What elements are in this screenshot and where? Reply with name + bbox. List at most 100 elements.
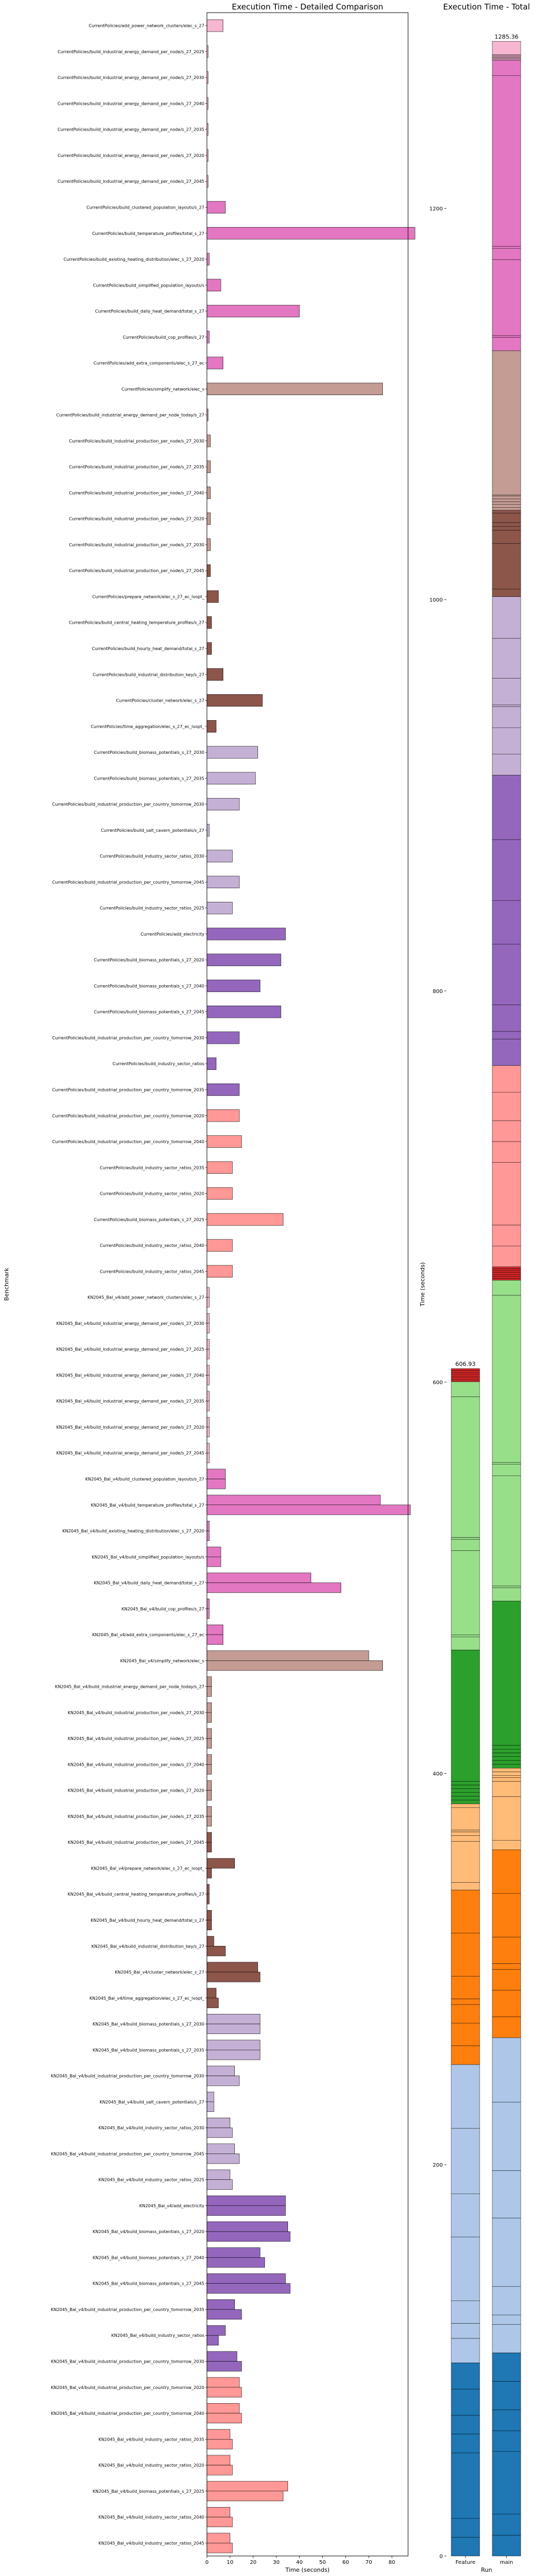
stack-segment [492, 1586, 521, 1588]
y-tick-label: KN2045_Bal_v4/prepare_network/elec_s_27_… [91, 1866, 205, 1871]
bar-feature [206, 1806, 212, 1817]
y-tick-label: CurrentPolicies/build_industrial_energy_… [57, 153, 204, 158]
stack-segment [492, 2430, 521, 2452]
y-tick-label: KN2045_Bal_v4/build_temperature_profiles… [91, 1503, 204, 1508]
stack-segment [492, 1796, 521, 1841]
bar-feature [206, 1572, 311, 1583]
stack-segment [492, 2170, 521, 2218]
bar-feature [206, 1365, 210, 1375]
stack-segment [492, 1781, 521, 1797]
stack-segment [451, 1381, 480, 1397]
y-tick-label: KN2045_Bal_v4/build_industrial_energy_de… [55, 1685, 204, 1689]
bar-feature [206, 953, 281, 966]
bar-feature [206, 2195, 286, 2206]
y-tick-label: CurrentPolicies/time_aggregation/elec_s_… [91, 724, 205, 729]
y-tick-label: 600 [433, 1380, 443, 1386]
bar-main [206, 1349, 210, 1360]
bar-feature [206, 2066, 235, 2076]
stack-segment [451, 1636, 480, 1650]
stack-segment [451, 2046, 480, 2065]
stack-segment [492, 507, 521, 510]
stack-segment [492, 41, 521, 55]
stack-segment [451, 1378, 480, 1380]
bar-feature [206, 746, 258, 759]
stack-segment [492, 1963, 521, 1970]
y-tick-label: KN2045_Bal_v4/build_industry_sector_rati… [98, 2437, 204, 2442]
bar-feature [206, 279, 221, 291]
stack-segment [492, 55, 521, 57]
y-tick-label: CurrentPolicies/build_central_heating_te… [69, 621, 204, 625]
y-tick-label: CurrentPolicies/build_industry_sector_ra… [100, 854, 204, 859]
y-tick-label: CurrentPolicies/build_clustered_populati… [86, 205, 204, 210]
y-tick-label: KN2045_Bal_v4/build_industrial_productio… [68, 1736, 204, 1741]
bar-feature [206, 1443, 210, 1453]
y-tick-label: KN2045_Bal_v4/build_daily_heat_demand/to… [94, 1581, 204, 1586]
y-tick-label: KN2045_Bal_v4/build_biomass_potentials_s… [93, 2022, 204, 2027]
bar-feature [206, 435, 211, 447]
stack-segment [451, 2128, 480, 2194]
stack-segment [492, 510, 521, 514]
bar-feature [206, 1469, 226, 1479]
bar-main [206, 2257, 265, 2268]
stack-segment [492, 1600, 521, 1746]
stack-segment [492, 1768, 521, 1772]
stack-segment [451, 1788, 480, 1793]
y-tick-label: KN2045_Bal_v4/cluster_network/elec_s_27 [115, 1970, 204, 1975]
stack-segment [492, 350, 521, 496]
bar-main [206, 2361, 242, 2372]
y-tick-label: CurrentPolicies/build_industrial_product… [52, 802, 204, 807]
y-tick-label: CurrentPolicies/build_hourly_heat_demand… [92, 646, 205, 651]
bar-feature [206, 720, 216, 733]
stack-segment [451, 1976, 480, 1999]
bar-feature [206, 2144, 235, 2154]
stack-segment [492, 727, 521, 754]
bar-main [206, 1712, 212, 1723]
bar-main [206, 2335, 219, 2346]
bar-main [206, 2179, 233, 2190]
bar-feature [206, 876, 240, 889]
bar-feature [206, 304, 300, 318]
bar-feature [206, 2377, 240, 2388]
bar-main [206, 2309, 242, 2320]
y-tick-label: CurrentPolicies/build_biomass_potentials… [94, 1010, 204, 1015]
stack-segment [492, 596, 521, 639]
x-tick-label: 60 [342, 2560, 349, 2565]
bar-main [206, 1686, 212, 1697]
x-tick-label: 40 [296, 2560, 303, 2565]
x-tick-label: 30 [273, 2560, 280, 2565]
total-value-label: 1285.36 [494, 33, 519, 40]
y-tick-label: CurrentPolicies/simplify_network/elec_s [122, 387, 204, 391]
y-tick-label: CurrentPolicies/build_industrial_product… [69, 517, 204, 522]
stack-segment [451, 1792, 480, 1797]
x-tick-label: 10 [227, 2560, 234, 2565]
y-tick-label: CurrentPolicies/build_industrial_product… [69, 543, 204, 547]
bar-main [206, 1297, 210, 1307]
bar-feature [206, 2403, 240, 2414]
stack-segment [492, 1295, 521, 1463]
y-axis-label: Benchmark [3, 1267, 10, 1301]
plot-frame [206, 12, 409, 2557]
bar-feature [206, 850, 233, 862]
stack-segment [451, 1370, 480, 1373]
stack-segment [492, 1775, 521, 1778]
bar-main [206, 1972, 261, 1982]
bar-feature [206, 1754, 212, 1765]
bar-main [206, 2205, 286, 2216]
bar-feature [206, 2273, 286, 2284]
stack-segment [451, 1796, 480, 1801]
y-tick-label: KN2045_Bal_v4/build_existing_heating_dis… [62, 1529, 204, 1533]
stack-segment [451, 1835, 480, 1842]
stack-segment [451, 2023, 480, 2046]
bar-feature [206, 1417, 210, 1428]
stack-segment [492, 1587, 521, 1601]
y-tick-label: KN2045_Bal_v4/add_electricity [140, 2204, 205, 2208]
y-tick-label: KN2045_Bal_v4/build_hourly_heat_demand/t… [91, 1918, 204, 1923]
y-tick-label: KN2045_Bal_v4/build_industry_sector_rati… [98, 2126, 204, 2130]
stack-segment [451, 1380, 480, 1382]
stack-segment [451, 1803, 480, 1808]
stack-segment [492, 1274, 521, 1277]
x-tick-label: 70 [365, 2560, 372, 2565]
y-tick-label: KN2045_Bal_v4/build_biomass_potentials_s… [93, 2229, 204, 2234]
x-tick-label: 20 [250, 2560, 256, 2565]
